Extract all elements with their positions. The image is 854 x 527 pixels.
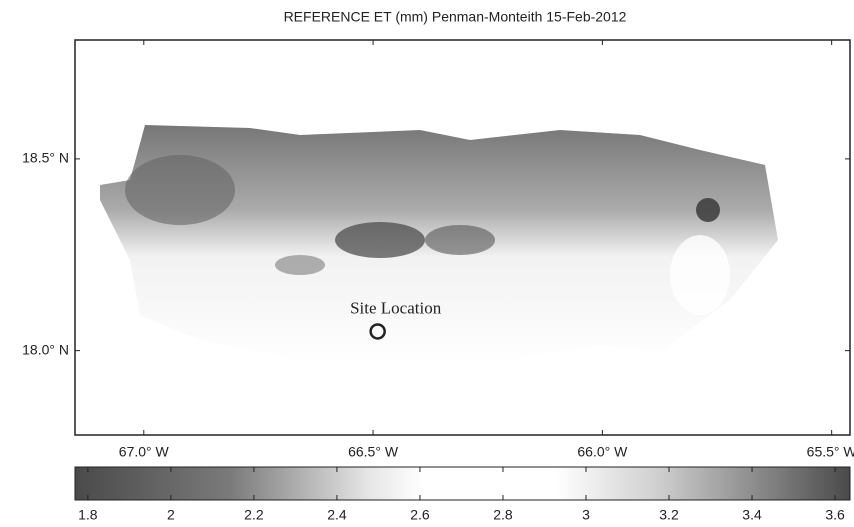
colorbar-tick-label: 3.2 (659, 507, 679, 523)
y-tick-label: 18.0° N (22, 341, 69, 357)
colorbar (74, 466, 851, 501)
shade (696, 198, 720, 222)
site-marker (369, 323, 386, 340)
colorbar-tick-label: 2 (167, 507, 175, 523)
colorbar-tick-label: 3.6 (825, 507, 845, 523)
shade (670, 235, 730, 315)
colorbar-tick-label: 2.6 (410, 507, 430, 523)
shade (335, 222, 425, 258)
colorbar-tick-label: 2.4 (327, 507, 347, 523)
x-tick-label: 65.5° W (807, 444, 854, 460)
site-label: Site Location (350, 298, 442, 317)
colorbar-tick-label: 3 (582, 507, 590, 523)
colorbar-tick-label: 3.4 (742, 507, 762, 523)
colorbar-tick-label: 2.8 (493, 507, 513, 523)
x-tick-label: 66.5° W (348, 444, 399, 460)
x-tick-label: 66.0° W (577, 444, 628, 460)
colorbar-tick-label: 2.2 (244, 507, 264, 523)
y-tick-label: 18.5° N (22, 150, 69, 166)
raster (100, 125, 778, 365)
x-tick-label: 67.0° W (119, 444, 170, 460)
title: REFERENCE ET (mm) Penman-Monteith 15-Feb… (284, 9, 627, 25)
colorbar-tick-label: 1.8 (78, 507, 98, 523)
shade (125, 155, 235, 225)
map-frame (74, 39, 851, 436)
shade (425, 225, 495, 255)
shade (275, 255, 325, 275)
